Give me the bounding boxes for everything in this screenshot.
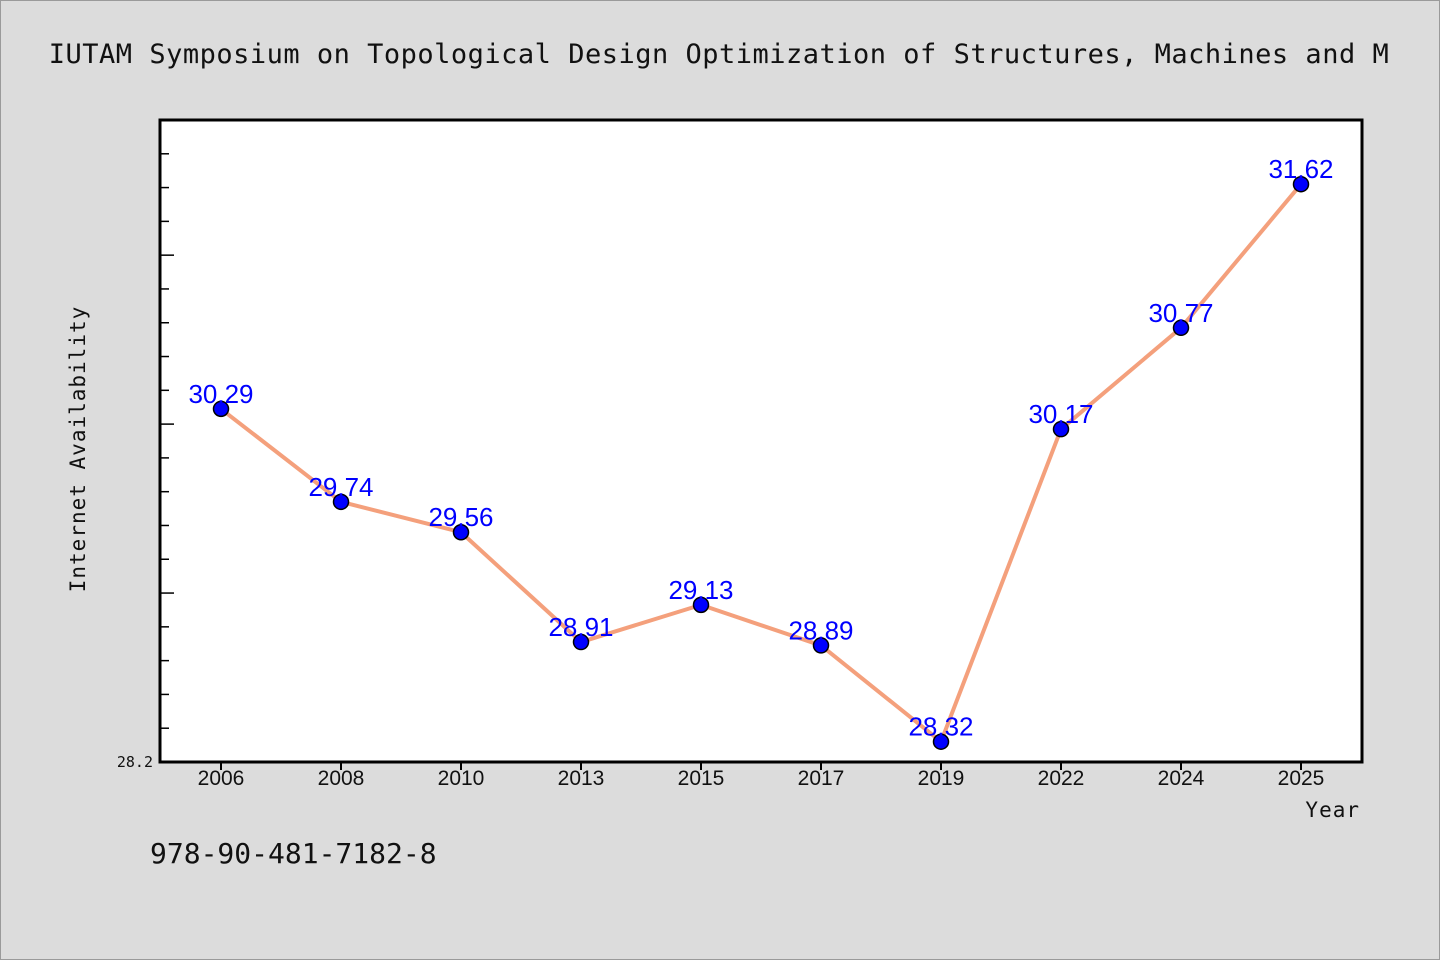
- x-tick-label: 2010: [438, 767, 485, 790]
- x-tick-label: 2019: [918, 767, 965, 790]
- data-label: 28.91: [548, 612, 613, 642]
- data-point: [572, 633, 590, 651]
- series-line: [219, 182, 1303, 744]
- data-label: 30.29: [188, 379, 253, 409]
- x-tick-label: 2025: [1278, 767, 1325, 790]
- data-label: 31.62: [1268, 154, 1333, 184]
- x-tick-label: 2022: [1038, 767, 1085, 790]
- data-label: 30.17: [1028, 399, 1093, 429]
- data-label: 28.89: [788, 615, 853, 645]
- data-point: [812, 637, 830, 654]
- data-label: 29.74: [308, 472, 373, 502]
- data-label: 30.77: [1148, 298, 1213, 328]
- isbn-text: 978-90-481-7182-8: [150, 837, 437, 870]
- data-point: [1172, 319, 1190, 337]
- x-axis-ticks: [220, 762, 1302, 770]
- chart-title: IUTAM Symposium on Topological Design Op…: [49, 39, 1389, 70]
- y-axis-min-label: 28.2: [117, 753, 153, 771]
- series-line-group: 30.29 29.74 29.56 28.91 29.13 28.89 28.32 30.17…: [188, 154, 1334, 750]
- x-tick-label: 2015: [678, 767, 725, 790]
- data-point: [212, 400, 230, 418]
- data-point: [692, 596, 710, 614]
- plot-area: [158, 118, 1364, 764]
- data-label: 28.32: [908, 712, 973, 742]
- data-point: [1052, 420, 1070, 438]
- x-tick-label: 2006: [198, 767, 245, 790]
- data-label: 29.13: [668, 575, 733, 605]
- x-tick-label: 2024: [1158, 767, 1205, 790]
- data-point: [1292, 175, 1310, 193]
- data-point: [932, 733, 950, 750]
- x-tick-label: 2008: [318, 767, 365, 790]
- x-axis-label: Year: [1305, 798, 1360, 822]
- y-axis-label: Internet Availability: [66, 306, 90, 593]
- x-tick-label: 2013: [558, 767, 605, 790]
- data-label: 29.56: [428, 502, 493, 532]
- data-point: [332, 493, 350, 511]
- data-point: [452, 523, 470, 541]
- x-tick-label: 2017: [798, 767, 845, 790]
- x-axis-tick-labels: 2006 2008 2010 2013 2015 2017 2019 2022 2024 2025: [198, 767, 1325, 790]
- y-axis-ticks: [160, 153, 174, 729]
